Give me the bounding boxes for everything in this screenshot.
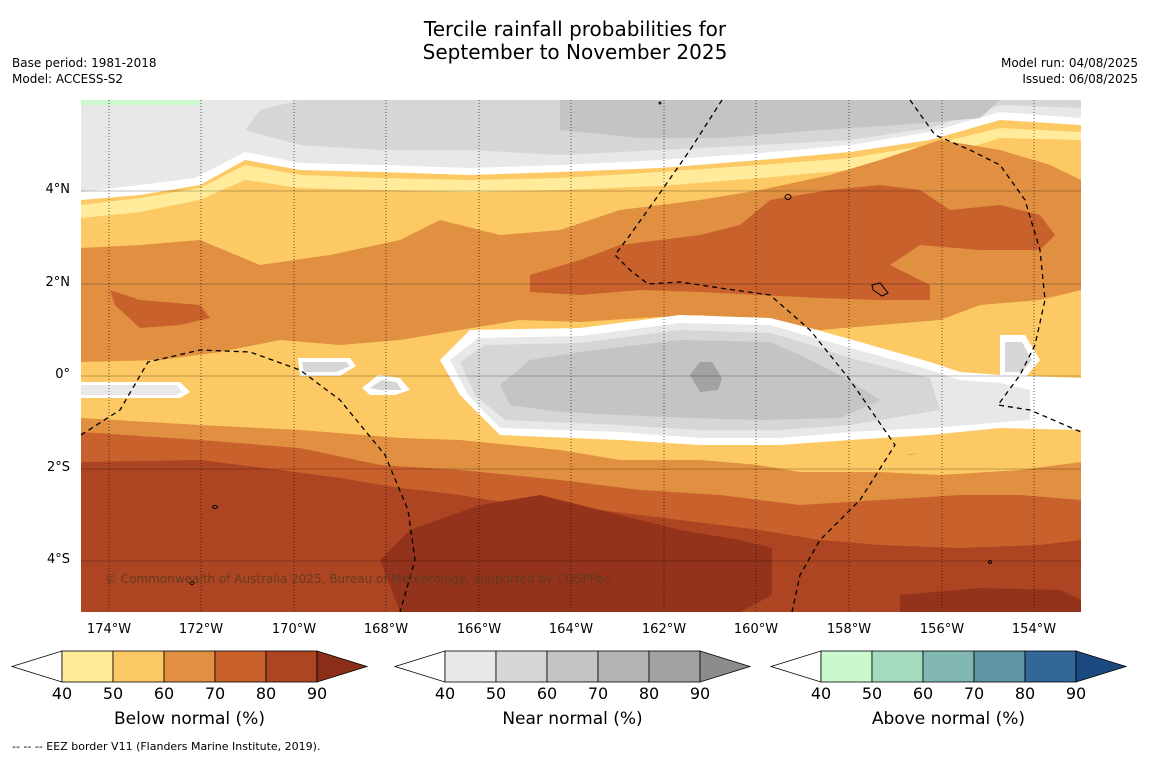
below-normal-colorbar-tick: 50 <box>102 684 124 703</box>
near-normal-colorbar-tick: 80 <box>638 684 660 703</box>
near-normal-colorbar-tick: 50 <box>485 684 507 703</box>
below-normal-colorbar-tick: 60 <box>153 684 175 703</box>
lon-label-158w: 158°W <box>826 622 872 637</box>
lon-label-172w: 172°W <box>178 622 224 637</box>
below-darkest-south <box>380 495 772 612</box>
lon-label-166w: 166°W <box>456 622 502 637</box>
title-line-1: Tercile rainfall probabilities for <box>423 17 727 41</box>
meta-left: Base period: 1981-2018 Model: ACCESS-S2 <box>12 55 157 87</box>
near-normal-north-60 <box>560 100 1000 138</box>
near-normal-central-70 <box>690 362 722 392</box>
above-normal-colorbar-segment <box>973 650 1026 683</box>
title-line-2: September to November 2025 <box>422 40 728 64</box>
map-title: Tercile rainfall probabilities for Septe… <box>0 18 1150 64</box>
near-normal-west-strip-inner <box>81 385 182 395</box>
below-normal-colorbar-segment <box>214 650 267 683</box>
above-normal-colorbar-tick: 90 <box>1065 684 1087 703</box>
lon-label-168w: 168°W <box>363 622 409 637</box>
base-period: Base period: 1981-2018 <box>12 56 157 70</box>
near-normal-patch-1-inner <box>302 362 350 372</box>
above-normal-colorbar-segment <box>820 650 873 683</box>
below-normal-colorbar-tick: 40 <box>51 684 73 703</box>
below-normal-colorbar-title: Below normal (%) <box>114 709 265 729</box>
above-normal-colorbar-end <box>1075 650 1128 683</box>
near-normal-colorbar-tick: 40 <box>434 684 456 703</box>
model-name: Model: ACCESS-S2 <box>12 72 124 86</box>
below-normal-colorbar-segment <box>61 650 114 683</box>
lat-label-4s: 4°S <box>46 552 70 567</box>
colorbars <box>10 650 1128 683</box>
lat-label-2n: 2°N <box>45 275 71 290</box>
lon-label-162w: 162°W <box>641 622 687 637</box>
above-normal-colorbar-tick: 70 <box>963 684 985 703</box>
below-80-north <box>530 185 1055 300</box>
lon-label-156w: 156°W <box>919 622 965 637</box>
eez-legend-note: -- -- -- EEZ border V11 (Flanders Marine… <box>12 740 321 753</box>
eez-borders <box>80 99 1082 613</box>
lat-label-0: 0° <box>55 367 70 382</box>
near-normal-colorbar-segment <box>597 650 650 683</box>
meta-right: Model run: 04/08/2025 Issued: 06/08/2025 <box>1001 55 1138 87</box>
near-normal-colorbar-segment <box>648 650 701 683</box>
lon-label-170w: 170°W <box>271 622 317 637</box>
near-normal-colorbar-segment <box>495 650 548 683</box>
below-normal-colorbar-end <box>316 650 369 683</box>
lat-label-4n: 4°N <box>45 182 71 197</box>
above-normal-colorbar-tick: 50 <box>861 684 883 703</box>
below-darkest-southeast <box>900 588 1081 612</box>
near-normal-colorbar-segment <box>546 650 599 683</box>
lon-label-154w: 154°W <box>1011 622 1057 637</box>
lon-label-164w: 164°W <box>548 622 594 637</box>
above-normal-colorbar-title: Above normal (%) <box>871 709 1026 729</box>
above-normal-colorbar-start <box>769 650 822 683</box>
above-normal-colorbar-tick: 40 <box>810 684 832 703</box>
below-80-west <box>110 290 210 328</box>
above-normal-colorbar-tick: 60 <box>912 684 934 703</box>
near-normal-colorbar-end <box>699 650 752 683</box>
near-normal-colorbar-title: Near normal (%) <box>502 709 643 729</box>
below-50-east <box>740 438 1081 475</box>
above-normal-colorbar-segment <box>922 650 975 683</box>
above-normal-colorbar-tick: 80 <box>1014 684 1036 703</box>
map-fill <box>81 100 1081 612</box>
above-normal-patch <box>81 100 201 105</box>
lon-label-160w: 160°W <box>733 622 779 637</box>
below-normal-colorbar-tick: 90 <box>306 684 328 703</box>
near-normal-colorbar-start <box>393 650 446 683</box>
near-normal-colorbar-tick: 60 <box>536 684 558 703</box>
below-normal-colorbar-segment <box>112 650 165 683</box>
near-normal-colorbar-tick: 90 <box>689 684 711 703</box>
near-normal-central-60 <box>500 340 880 420</box>
near-normal-colorbar-segment <box>444 650 497 683</box>
above-normal-colorbar-segment <box>1024 650 1077 683</box>
lat-label-2s: 2°S <box>46 460 70 475</box>
below-normal-colorbar-segment <box>265 650 318 683</box>
lon-label-174w: 174°W <box>86 622 132 637</box>
islands <box>189 101 992 585</box>
near-normal-colorbar-tick: 70 <box>587 684 609 703</box>
lat-grid-lines <box>81 190 1081 562</box>
below-normal-colorbar-tick: 80 <box>255 684 277 703</box>
issued-date: Issued: 06/08/2025 <box>1022 72 1138 86</box>
below-normal-colorbar-segment <box>163 650 216 683</box>
below-normal-colorbar-start <box>10 650 63 683</box>
above-normal-colorbar-segment <box>871 650 924 683</box>
model-run: Model run: 04/08/2025 <box>1000 56 1138 70</box>
grid-lines <box>108 100 1035 612</box>
below-normal-colorbar-tick: 70 <box>204 684 226 703</box>
below-50-north <box>81 128 1081 218</box>
copyright-note: © Commonwealth of Australia 2025, Bureau… <box>105 572 611 586</box>
